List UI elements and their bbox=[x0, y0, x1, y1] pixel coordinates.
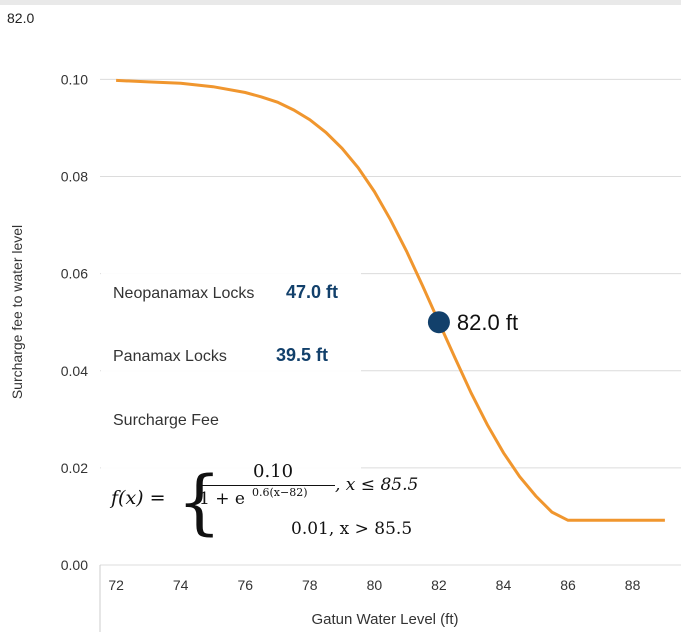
surcharge-formula: f(x) = { 0.10 1 + e 0.6(x−82) , x ≤ 85.5… bbox=[101, 455, 418, 555]
x-tick-label: 84 bbox=[496, 577, 512, 593]
x-tick-label: 88 bbox=[625, 577, 641, 593]
locks-info-panel bbox=[101, 256, 361, 452]
formula-numerator: 0.10 bbox=[253, 461, 294, 482]
surcharge-fee-curve bbox=[116, 78, 665, 522]
y-axis-ticks: 0.00 0.02 0.04 0.06 0.08 0.10 bbox=[61, 71, 88, 573]
neopanamax-label: Neopanamax Locks bbox=[113, 285, 255, 302]
y-tick-label: 0.00 bbox=[61, 557, 88, 573]
y-tick-label: 0.08 bbox=[61, 169, 88, 185]
surcharge-fee-label: Surcharge Fee bbox=[113, 412, 219, 429]
formula-case-2: 0.01, x > 85.5 bbox=[291, 519, 413, 539]
selected-water-level-value: 82.0 bbox=[7, 10, 35, 26]
y-tick-label: 0.06 bbox=[61, 266, 88, 282]
formula-exponent: 0.6(x−82) bbox=[252, 486, 308, 499]
formula-lhs: f(x) = bbox=[111, 487, 166, 509]
x-tick-label: 74 bbox=[173, 577, 189, 593]
x-tick-label: 72 bbox=[108, 577, 124, 593]
y-axis-label: Surcharge fee to water level bbox=[9, 225, 25, 399]
formula-denominator: 1 + e bbox=[199, 489, 245, 509]
top-bar bbox=[0, 0, 681, 5]
panamax-value: 39.5 ft bbox=[276, 345, 329, 365]
formula-panel bbox=[101, 455, 361, 555]
y-tick-label: 0.04 bbox=[61, 363, 88, 379]
y-tick-label: 0.10 bbox=[61, 71, 88, 87]
y-tick-label: 0.02 bbox=[61, 460, 88, 476]
x-tick-label: 80 bbox=[367, 577, 383, 593]
fraction-bar bbox=[197, 485, 335, 486]
formula-condition-1: , x ≤ 85.5 bbox=[335, 475, 419, 495]
x-tick-label: 82 bbox=[431, 577, 447, 593]
panamax-label: Panamax Locks bbox=[113, 348, 227, 365]
x-axis-ticks: 72 74 76 78 80 82 84 86 88 bbox=[108, 577, 640, 593]
neopanamax-value: 47.0 ft bbox=[286, 282, 339, 302]
x-axis-label: Gatun Water Level (ft) bbox=[312, 611, 459, 628]
x-tick-label: 78 bbox=[302, 577, 318, 593]
formula-brace: { bbox=[177, 461, 222, 543]
x-tick-label: 76 bbox=[237, 577, 253, 593]
x-tick-label: 86 bbox=[560, 577, 576, 593]
